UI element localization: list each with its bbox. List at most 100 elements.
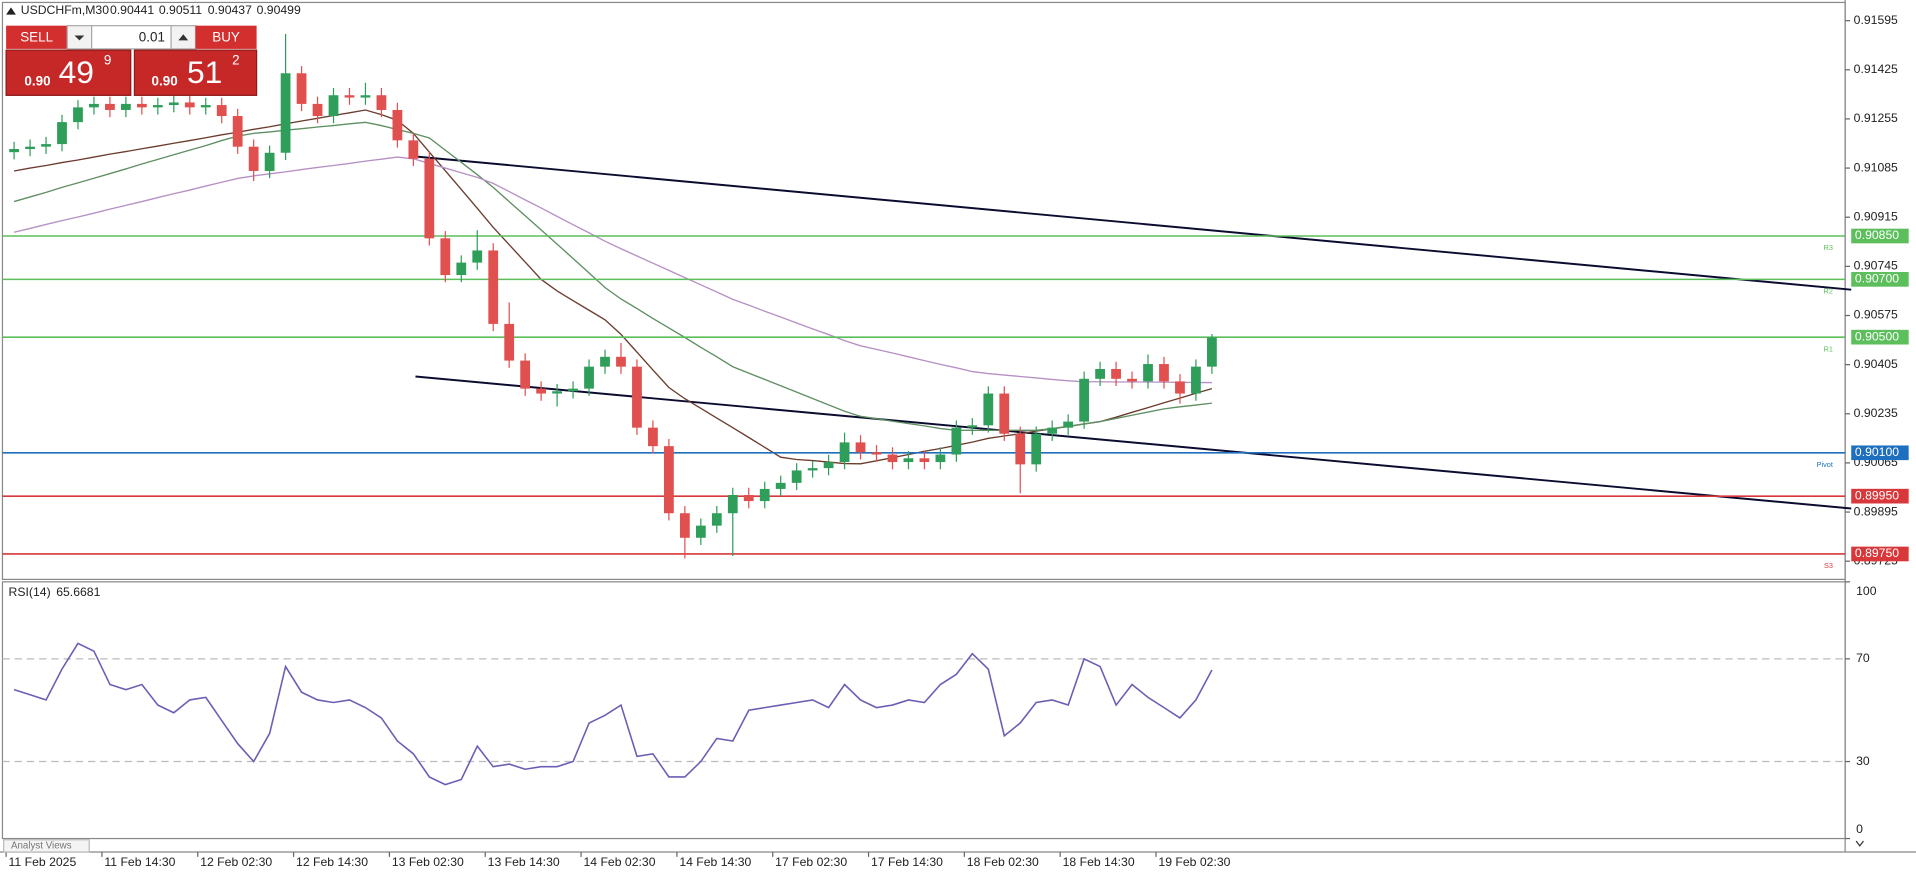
candle-body: [632, 366, 642, 428]
buy-button[interactable]: BUY: [195, 25, 257, 49]
candle-body: [344, 95, 355, 98]
candle-body: [1175, 381, 1185, 394]
candle-body: [280, 73, 291, 153]
candle-body: [855, 442, 866, 453]
scroll-icon[interactable]: [1855, 840, 1864, 847]
y-tick-label: 0.91255: [1854, 111, 1898, 125]
x-tick-label: 11 Feb 14:30: [104, 855, 175, 869]
tab[interactable]: [3, 839, 90, 853]
candle-body: [695, 525, 706, 538]
candle-body: [552, 391, 562, 394]
tab-label: Analyst Views: [11, 840, 72, 851]
candle-body: [1207, 337, 1217, 367]
candle-body: [664, 446, 674, 514]
candle-body: [1079, 378, 1090, 422]
y-tick-label: 30: [1856, 754, 1870, 768]
candle-body: [807, 468, 818, 471]
moving-average: [13, 121, 1213, 431]
candle-body: [999, 393, 1010, 434]
sell-label: SELL: [20, 29, 53, 44]
candle-body: [360, 95, 371, 98]
candle-body: [983, 393, 994, 426]
candle-body: [711, 513, 722, 526]
y-tick-label: 0.90405: [1854, 357, 1898, 371]
candle-body: [919, 458, 930, 463]
price-tag: [1851, 445, 1909, 461]
candle-body: [89, 103, 99, 108]
y-tick-label: 0.89895: [1854, 504, 1898, 518]
candle-body: [1063, 421, 1074, 428]
candle-body: [456, 262, 467, 276]
lot-down-icon: [74, 35, 85, 41]
candle-body: [1159, 364, 1169, 382]
y-tick-label: 0.91425: [1854, 62, 1898, 76]
candle-body: [25, 146, 35, 149]
ohlc-high: 0.90511: [159, 3, 202, 17]
y-tick-label: 0.90745: [1854, 259, 1898, 273]
candle-body: [775, 482, 786, 489]
x-tick-label: 14 Feb 14:30: [679, 855, 751, 869]
candle-body: [935, 454, 946, 463]
price-tag-label: 0.89950: [1855, 488, 1899, 502]
candle-body: [1015, 433, 1026, 465]
candle-body: [184, 102, 195, 108]
candle-body: [839, 442, 850, 463]
candle-body: [823, 462, 834, 469]
level-name: Pivot: [1817, 460, 1833, 469]
candle-body: [743, 495, 754, 502]
candle-body: [152, 105, 163, 108]
moving-average: [13, 156, 1212, 384]
candle-body: [1095, 368, 1105, 379]
buy-button-bg: [195, 25, 257, 49]
candle-body: [57, 122, 67, 145]
buy-label: BUY: [212, 29, 240, 44]
x-tick-label: 12 Feb 02:30: [200, 855, 272, 869]
candle-body: [73, 107, 83, 123]
sell-button[interactable]: SELL: [6, 25, 68, 49]
y-tick-label: 70: [1856, 651, 1870, 665]
big-figure: 0.90: [152, 73, 178, 88]
buy-price-bg: [133, 49, 258, 96]
ohlc-low: 0.90437: [208, 3, 252, 17]
x-tick-label: 13 Feb 02:30: [392, 855, 464, 869]
candle-body: [408, 140, 419, 159]
candle-body: [584, 366, 594, 389]
y-tick-label: 0.91085: [1854, 160, 1898, 174]
price-tag-label: 0.90700: [1855, 272, 1899, 286]
candle-body: [600, 356, 610, 367]
candle-body: [504, 323, 515, 361]
symbol: USDCHFm,M30: [21, 3, 109, 17]
candle-body: [568, 388, 578, 392]
candle-body: [967, 425, 978, 428]
candle-body: [392, 109, 403, 141]
candle-body: [759, 488, 770, 502]
candle-body: [105, 103, 115, 110]
candle-body: [296, 73, 307, 104]
candle-body: [1127, 378, 1137, 382]
x-tick-label: 14 Feb 02:30: [584, 855, 656, 869]
price-tag-label: 0.90500: [1855, 329, 1899, 343]
candle-body: [727, 495, 738, 514]
candle-body: [679, 513, 690, 538]
candle-body: [200, 105, 211, 108]
lot-value: 0.01: [139, 29, 165, 44]
x-tick-label: 12 Feb 14:30: [296, 855, 368, 869]
candle-body: [41, 144, 51, 147]
sell-price[interactable]: 0.90 49 9: [5, 49, 132, 96]
candle-body: [440, 238, 451, 276]
candle-body: [312, 103, 323, 117]
rsi-value: 65.6681: [56, 585, 100, 599]
candle-body: [648, 427, 658, 447]
y-tick-label: 0.91595: [1854, 13, 1898, 27]
candle-body: [424, 158, 435, 239]
level-name: R1: [1824, 344, 1833, 353]
collapse-icon[interactable]: [6, 7, 16, 15]
candle-body: [1143, 364, 1153, 382]
candle-body: [536, 388, 547, 394]
candle-body: [1031, 433, 1042, 465]
buy-price[interactable]: 0.90 51 2: [133, 49, 258, 96]
price-tag: [1851, 329, 1909, 345]
level-name: R3: [1824, 243, 1833, 252]
y-tick-label: 0.90915: [1854, 209, 1898, 223]
